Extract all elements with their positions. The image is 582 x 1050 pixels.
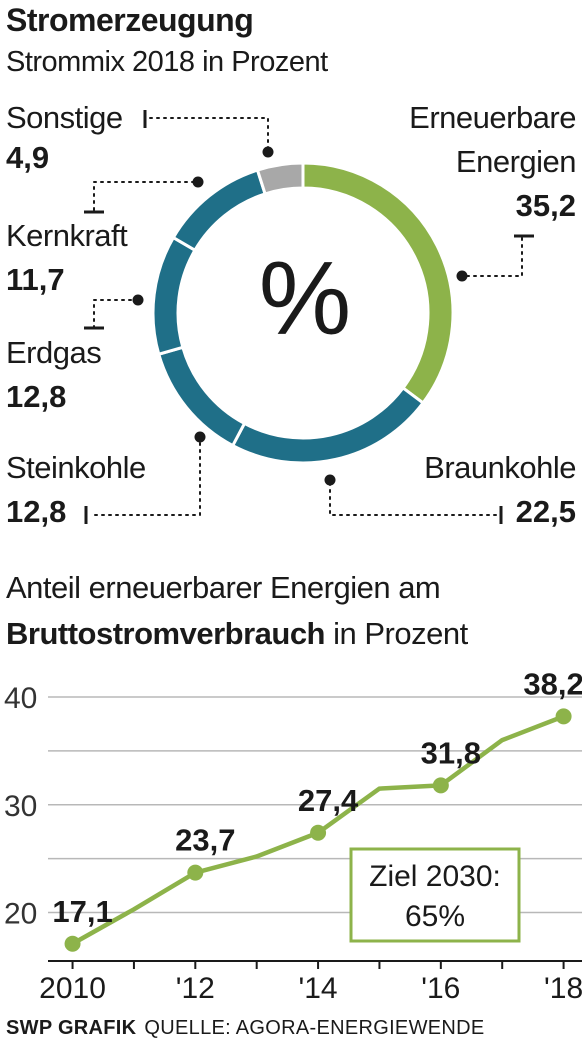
donut-value-erdgas: 12,8 — [6, 379, 67, 414]
donut-chart — [151, 161, 455, 465]
leader-line-kernkraft — [93, 181, 197, 211]
data-point-2012 — [187, 864, 204, 881]
footer-source: QUELLE: AGORA-ENERGIEWENDE — [144, 1017, 485, 1039]
leader-dot-kernkraft — [192, 176, 204, 188]
leader-dot-erneuerbare — [456, 270, 468, 282]
data-label-2010: 17,1 — [52, 894, 112, 929]
donut-slice-erdgas — [151, 235, 197, 357]
leader-dot-erdgas — [132, 294, 144, 306]
target-annotation-box — [349, 847, 521, 943]
data-label-2016: 31,8 — [421, 735, 481, 770]
donut-leader-lines — [84, 110, 534, 524]
data-label-2014: 27,4 — [298, 783, 359, 818]
donut-value-erneuerbare: 35,2 — [515, 188, 576, 223]
chart-title: Stromerzeugung — [6, 2, 254, 38]
x-tick-label: 2010 — [39, 972, 106, 1005]
donut-slice-braunkohle — [230, 385, 426, 465]
data-point-2014 — [310, 824, 327, 841]
leader-line-erneuerbare — [463, 237, 523, 277]
leader-dot-steinkohle — [194, 431, 206, 443]
donut-center-label: % — [259, 241, 351, 357]
line-chart-title: Anteil erneuerbarer Energien am — [6, 570, 441, 605]
line-chart-subtitle: Bruttostromverbrauch in Prozent — [6, 618, 468, 649]
leader-line-braunkohle — [329, 481, 497, 516]
line-chart-subtitle-bold: Bruttostromverbrauch — [6, 616, 326, 651]
donut-label-erneuerbare-line1: Erneuerbare — [409, 100, 576, 135]
leader-dot-sonstige — [262, 146, 274, 158]
y-tick-label: 20 — [4, 898, 37, 931]
leader-dot-braunkohle — [324, 474, 336, 486]
footer: SWP GRAFIK QUELLE: AGORA-ENERGIEWENDE — [6, 1018, 485, 1038]
donut-label-erdgas: Erdgas — [6, 335, 102, 370]
leader-line-sonstige — [149, 117, 269, 151]
donut-value-sonstige: 4,9 — [6, 140, 50, 175]
target-annotation-line-1: Ziel 2030: — [369, 860, 501, 893]
x-tick-label: '12 — [176, 972, 215, 1005]
donut-label-erneuerbare-line2: Energien — [455, 144, 577, 179]
line-chart: 20 30 40 2010 '12 '14 '16 '18 17,1 23,7 27,4 31,8 38… — [4, 666, 582, 1005]
data-point-2010 — [64, 935, 81, 952]
data-label-2012: 23,7 — [175, 823, 235, 858]
donut-value-kernkraft: 11,7 — [6, 262, 65, 297]
donut-slice-sonstige — [255, 161, 305, 196]
donut-value-steinkohle: 12,8 — [6, 494, 67, 529]
data-point-2016 — [432, 777, 449, 794]
chart-subtitle: Strommix 2018 in Prozent — [6, 46, 328, 78]
footer-brand: SWP GRAFIK — [6, 1017, 137, 1039]
donut-value-braunkohle: 22,5 — [515, 494, 576, 529]
line-chart-subtitle-rest: in Prozent — [325, 616, 468, 651]
target-annotation-line-2: 65% — [405, 900, 465, 933]
donut-label-steinkohle: Steinkohle — [6, 450, 146, 485]
data-label-2018: 38,2 — [523, 666, 582, 701]
x-tick-label: '18 — [544, 972, 582, 1005]
data-point-2018 — [555, 708, 572, 725]
y-tick-label: 30 — [4, 790, 37, 823]
leader-line-steinkohle — [94, 439, 201, 516]
y-tick-label: 40 — [4, 682, 37, 715]
donut-slice-steinkohle — [156, 345, 247, 448]
donut-label-braunkohle: Braunkohle — [424, 450, 576, 485]
x-tick-label: '14 — [299, 972, 338, 1005]
x-tick-label: '16 — [421, 972, 460, 1005]
donut-label-kernkraft: Kernkraft — [6, 218, 128, 253]
donut-label-sonstige: Sonstige — [6, 100, 123, 135]
leader-line-erdgas — [93, 299, 137, 329]
